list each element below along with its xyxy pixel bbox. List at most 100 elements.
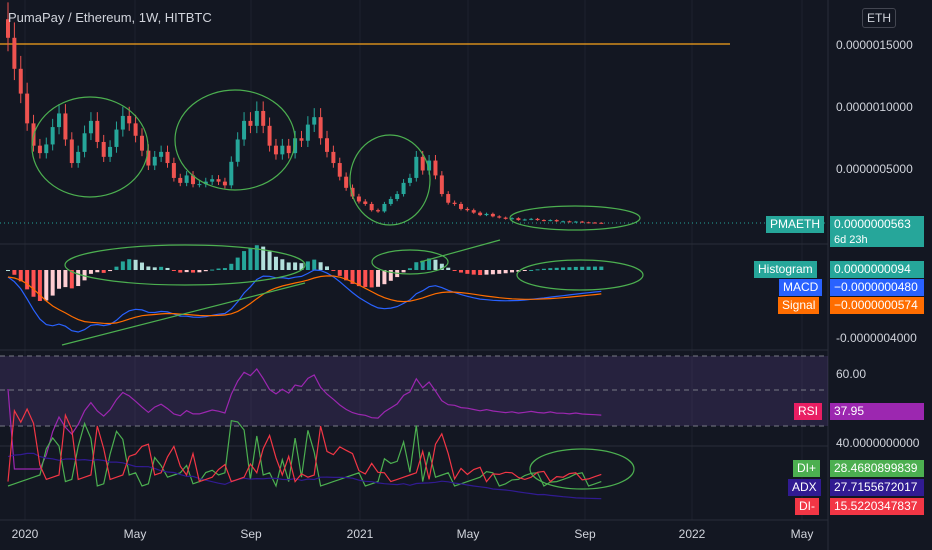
candle-body bbox=[25, 93, 30, 124]
histogram-bar bbox=[165, 267, 170, 270]
histogram-bar bbox=[254, 245, 259, 270]
rsi-axis-label: 60.00 bbox=[836, 367, 867, 381]
histogram-bar bbox=[510, 270, 515, 273]
histogram-bar bbox=[293, 262, 298, 270]
candle-body bbox=[273, 145, 278, 155]
histogram-bar bbox=[261, 246, 266, 270]
price-axis-label: 0.0000015000 bbox=[836, 38, 913, 52]
histogram-bar bbox=[210, 269, 215, 271]
candle-body bbox=[63, 113, 68, 140]
candle-body bbox=[548, 220, 553, 222]
histogram-tag: Histogram bbox=[754, 261, 817, 278]
candle-body bbox=[312, 117, 317, 125]
histogram-bar bbox=[331, 270, 336, 271]
histogram-bar bbox=[554, 267, 559, 270]
rsi-band bbox=[0, 356, 828, 426]
histogram-bar bbox=[369, 270, 374, 288]
histogram-bar bbox=[69, 270, 74, 289]
candle-body bbox=[318, 117, 323, 139]
histogram-bar bbox=[407, 268, 412, 270]
histogram-bar bbox=[599, 266, 604, 270]
histogram-bar bbox=[203, 270, 208, 272]
histogram-bar bbox=[337, 270, 342, 276]
time-axis-label: 2022 bbox=[678, 527, 706, 541]
histogram-bar bbox=[388, 270, 393, 281]
histogram-bar bbox=[433, 259, 438, 270]
candle-body bbox=[165, 151, 170, 164]
candle-body bbox=[203, 181, 208, 185]
chart-title: PumaPay / Ethereum, 1W, HITBTC bbox=[8, 10, 212, 25]
histogram-bar bbox=[280, 259, 285, 270]
candle-body bbox=[433, 160, 438, 176]
candle-body bbox=[331, 151, 336, 164]
candle-body bbox=[369, 203, 374, 211]
price-series-tag: PMAETH bbox=[766, 216, 825, 233]
histogram-bar bbox=[57, 270, 62, 289]
candle-body bbox=[229, 161, 234, 186]
histogram-bar bbox=[114, 266, 119, 270]
histogram-bar bbox=[363, 270, 368, 287]
candle-body bbox=[127, 115, 132, 124]
histogram-bar bbox=[446, 267, 451, 270]
time-axis-label: Sep bbox=[574, 527, 596, 541]
histogram-bar bbox=[535, 269, 540, 271]
drawing-ellipse bbox=[31, 96, 149, 198]
histogram-bar bbox=[171, 270, 176, 271]
histogram-bar bbox=[484, 270, 489, 275]
histogram-bar bbox=[63, 270, 68, 288]
candle-body bbox=[356, 196, 361, 202]
histogram-bar bbox=[242, 251, 247, 270]
candle-body bbox=[299, 138, 304, 141]
histogram-bar bbox=[580, 266, 585, 270]
candle-body bbox=[18, 68, 23, 94]
histogram-bar bbox=[44, 270, 49, 301]
candle-body bbox=[267, 125, 272, 146]
macd-line bbox=[7, 269, 602, 333]
candle-body bbox=[254, 110, 259, 126]
candle-body bbox=[171, 163, 176, 178]
candle-body bbox=[325, 138, 329, 152]
histogram-bar bbox=[344, 270, 349, 281]
candle-body bbox=[6, 19, 10, 38]
histogram-bar bbox=[305, 261, 310, 270]
histogram-bar bbox=[286, 262, 291, 270]
histogram-bar bbox=[18, 270, 23, 282]
histogram-bar bbox=[133, 259, 138, 270]
candle-body bbox=[95, 120, 100, 142]
histogram-bar bbox=[529, 269, 534, 271]
candle-body bbox=[50, 127, 55, 145]
candle-body bbox=[76, 151, 81, 164]
price-axis-label: 0.0000010000 bbox=[836, 100, 913, 114]
candle-body bbox=[497, 216, 502, 218]
drawing-trend-line bbox=[419, 239, 501, 263]
candle-body bbox=[401, 182, 406, 195]
histogram-bar bbox=[427, 258, 432, 270]
histogram-bar bbox=[159, 266, 164, 270]
price-last-value: 0.0000000563 bbox=[830, 216, 924, 233]
candle-body bbox=[573, 221, 578, 223]
signal-value: −0.0000000574 bbox=[830, 297, 924, 314]
histogram-bar bbox=[25, 270, 30, 290]
histogram-bar bbox=[356, 270, 361, 287]
histogram-bar bbox=[465, 270, 470, 274]
histogram-bar bbox=[184, 270, 189, 273]
candle-body bbox=[286, 145, 291, 154]
rsi-value: 37.95 bbox=[830, 403, 924, 420]
histogram-bar bbox=[458, 270, 463, 273]
candle-body bbox=[516, 218, 521, 221]
histogram-bar bbox=[191, 270, 196, 273]
candle-body bbox=[88, 120, 93, 134]
candle-body bbox=[222, 181, 227, 186]
histogram-bar bbox=[350, 270, 355, 284]
candle-body bbox=[108, 146, 113, 157]
histogram-bar bbox=[567, 267, 572, 270]
currency-badge[interactable]: ETH bbox=[862, 8, 896, 28]
price-axis-label: 0.0000005000 bbox=[836, 162, 913, 176]
macd-tag: MACD bbox=[779, 279, 823, 296]
drawing-ellipse bbox=[516, 259, 644, 291]
candle-body bbox=[414, 156, 419, 178]
candle-body bbox=[139, 135, 144, 151]
candle-body bbox=[184, 175, 189, 183]
candle-body bbox=[427, 160, 432, 171]
